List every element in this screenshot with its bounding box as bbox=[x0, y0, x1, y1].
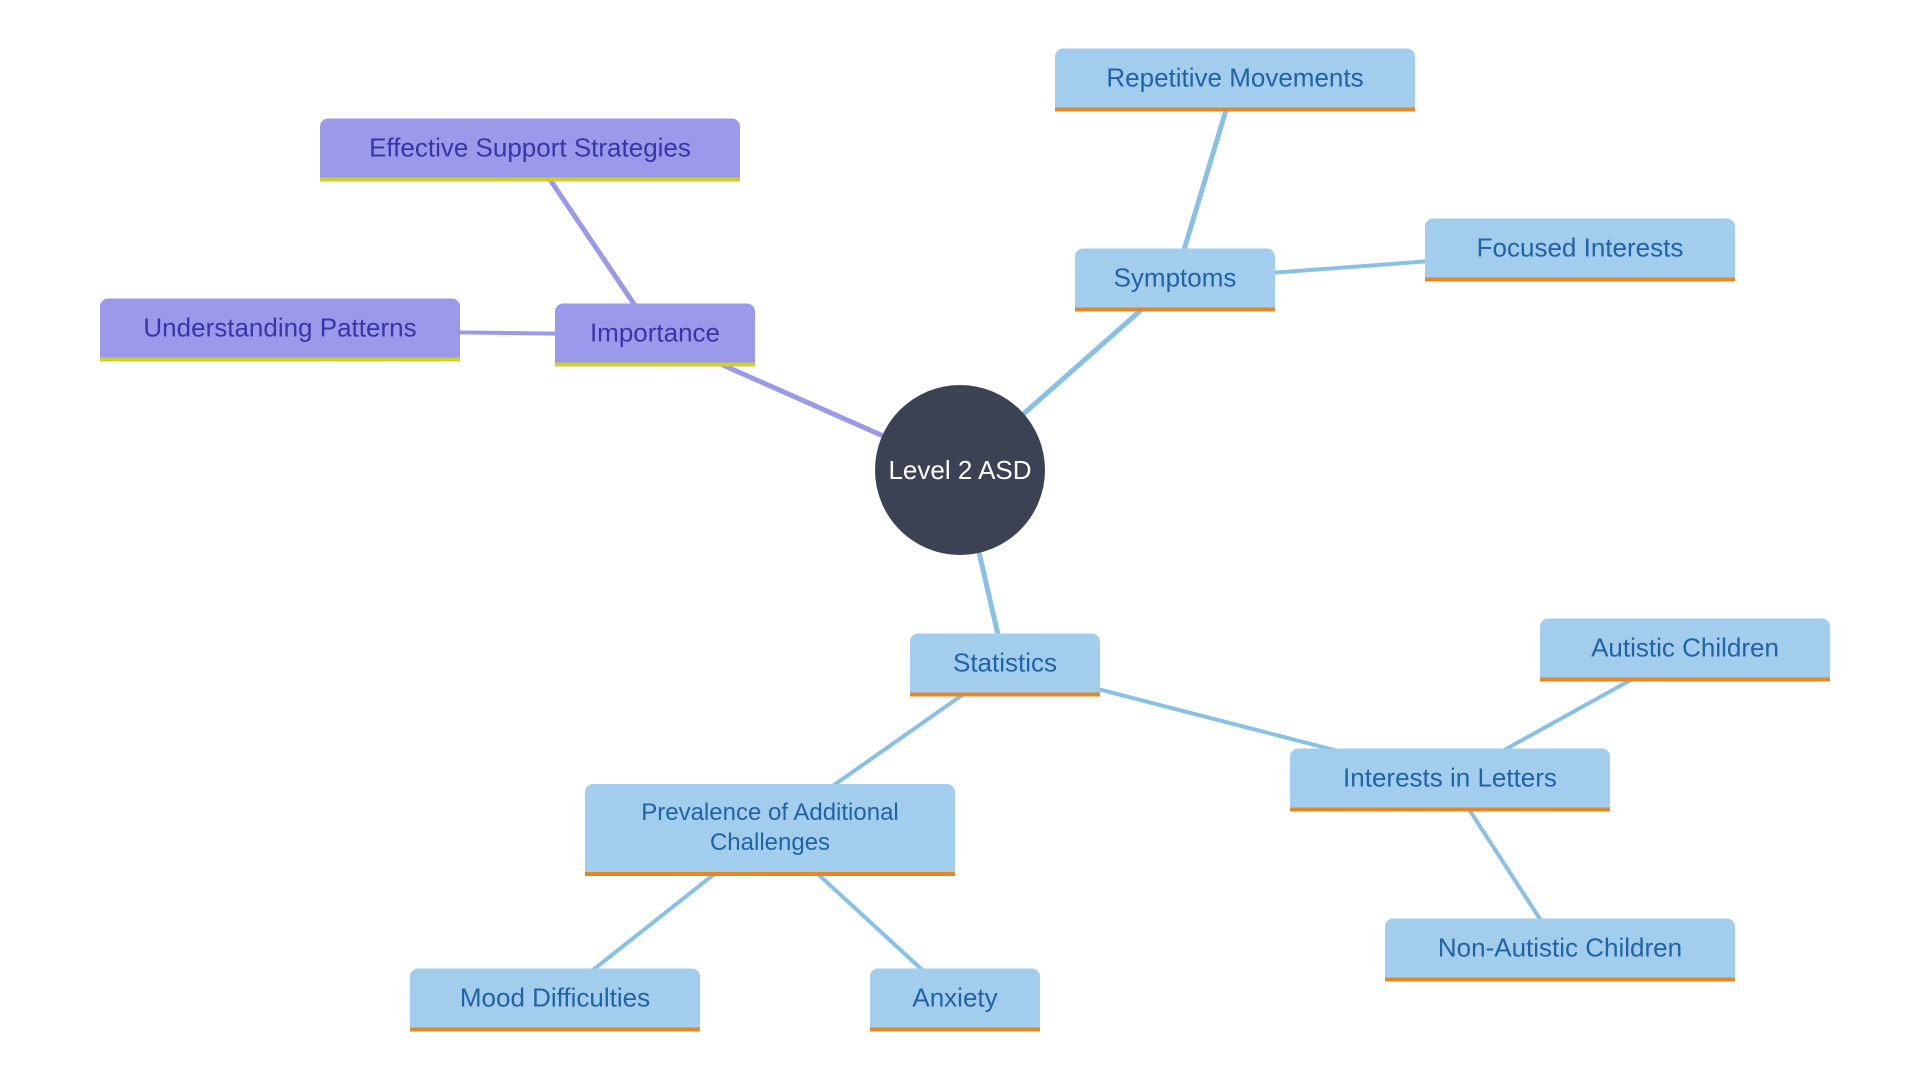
node-label: Statistics bbox=[953, 648, 1057, 678]
node-symptoms: Symptoms bbox=[1075, 249, 1275, 312]
node-label: Mood Difficulties bbox=[460, 983, 650, 1013]
node-label: Repetitive Movements bbox=[1106, 63, 1363, 93]
node-rep-move: Repetitive Movements bbox=[1055, 49, 1415, 112]
node-label: Non-Autistic Children bbox=[1438, 933, 1682, 963]
node-label: Prevalence of Additional Challenges bbox=[641, 799, 899, 856]
center-node: Level 2 ASD bbox=[875, 385, 1045, 555]
node-non-autistic: Non-Autistic Children bbox=[1385, 919, 1735, 982]
node-label: Importance bbox=[590, 318, 720, 348]
node-label: Focused Interests bbox=[1477, 233, 1684, 263]
node-label: Effective Support Strategies bbox=[369, 133, 691, 163]
node-autistic: Autistic Children bbox=[1540, 619, 1830, 682]
node-anxiety: Anxiety bbox=[870, 969, 1040, 1032]
node-interests-letters: Interests in Letters bbox=[1290, 749, 1610, 812]
node-label: Autistic Children bbox=[1591, 633, 1779, 663]
node-mood: Mood Difficulties bbox=[410, 969, 700, 1032]
node-focused: Focused Interests bbox=[1425, 219, 1735, 282]
mindmap-canvas: Level 2 ASD Importance Effective Support S… bbox=[0, 0, 1920, 1080]
node-statistics: Statistics bbox=[910, 634, 1100, 697]
node-importance: Importance bbox=[555, 304, 755, 367]
node-label: Understanding Patterns bbox=[143, 313, 416, 343]
node-und-patterns: Understanding Patterns bbox=[100, 299, 460, 362]
node-prevalence: Prevalence of Additional Challenges bbox=[585, 784, 955, 876]
node-label: Symptoms bbox=[1114, 263, 1237, 293]
node-label: Anxiety bbox=[912, 983, 997, 1013]
node-eff-support: Effective Support Strategies bbox=[320, 119, 740, 182]
center-node-label: Level 2 ASD bbox=[888, 455, 1031, 486]
node-label: Interests in Letters bbox=[1343, 763, 1557, 793]
